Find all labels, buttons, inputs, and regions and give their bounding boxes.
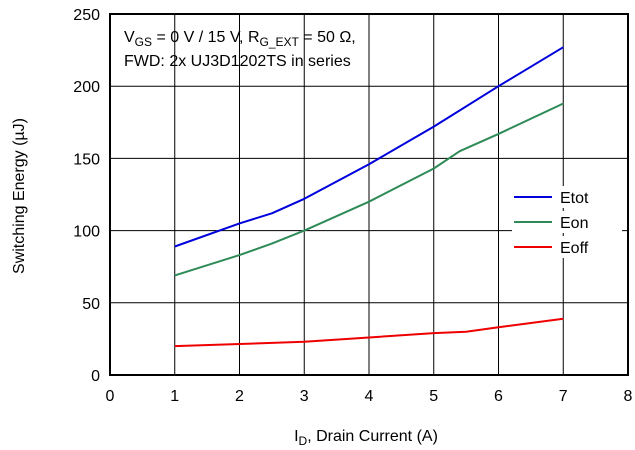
annotation-rg-text: = 50 Ω, [299,29,356,46]
x-tick-label: 7 [559,388,568,405]
x-axis-title-rest: , Drain Current (A) [307,428,438,445]
annotation-rg-subscript: G_EXT [260,35,300,49]
y-axis-title: Switching Energy (µJ) [11,118,28,274]
x-axis-title-sub: D [299,434,308,448]
x-tick-label: 5 [429,388,438,405]
x-tick-label: 3 [300,388,309,405]
series-line-etot [174,46,564,248]
y-tick-label: 150 [73,151,100,168]
plot-frame [109,13,629,376]
y-tick-label: 100 [73,224,100,241]
x-tick-label: 6 [494,388,503,405]
y-tick-label: 200 [73,79,100,96]
annotation-vgs-subscript: GS [135,35,152,49]
legend-background [512,211,622,233]
annotation-vgs-text: = 0 V / 15 V, R [152,29,259,46]
x-axis-title-main: I [294,428,298,445]
x-tick-label: 4 [365,388,374,405]
series-line-eoff [174,317,564,348]
x-axis-title: ID, Drain Current (A) [294,428,438,448]
y-tick-label: 250 [73,7,100,24]
annotation-vgs-symbol: V [124,29,135,46]
annotation-line-1: VGS = 0 V / 15 V, RG_EXT = 50 Ω, [124,29,356,49]
annotation-line-2: FWD: 2x UJ3D1202TS in series [124,53,351,70]
legend-label-eoff: Eoff [560,240,589,257]
x-tick-label: 0 [106,388,115,405]
y-tick-label: 50 [82,296,100,313]
legend-background [512,236,622,258]
legend-background [512,186,622,208]
legend: Etot Eon Eoff [512,186,622,258]
y-tick-label: 0 [91,368,100,385]
x-tick-labels: 0 1 2 3 4 5 6 7 8 [106,388,633,405]
series-lines [174,46,564,348]
x-tick-label: 1 [170,388,179,405]
legend-label-etot: Etot [560,190,589,207]
legend-label-eon: Eon [560,215,588,232]
x-tick-label: 2 [235,388,244,405]
series-line-eon [174,102,564,277]
x-tick-label: 8 [624,388,633,405]
y-tick-labels: 0 50 100 150 200 250 [73,7,100,385]
